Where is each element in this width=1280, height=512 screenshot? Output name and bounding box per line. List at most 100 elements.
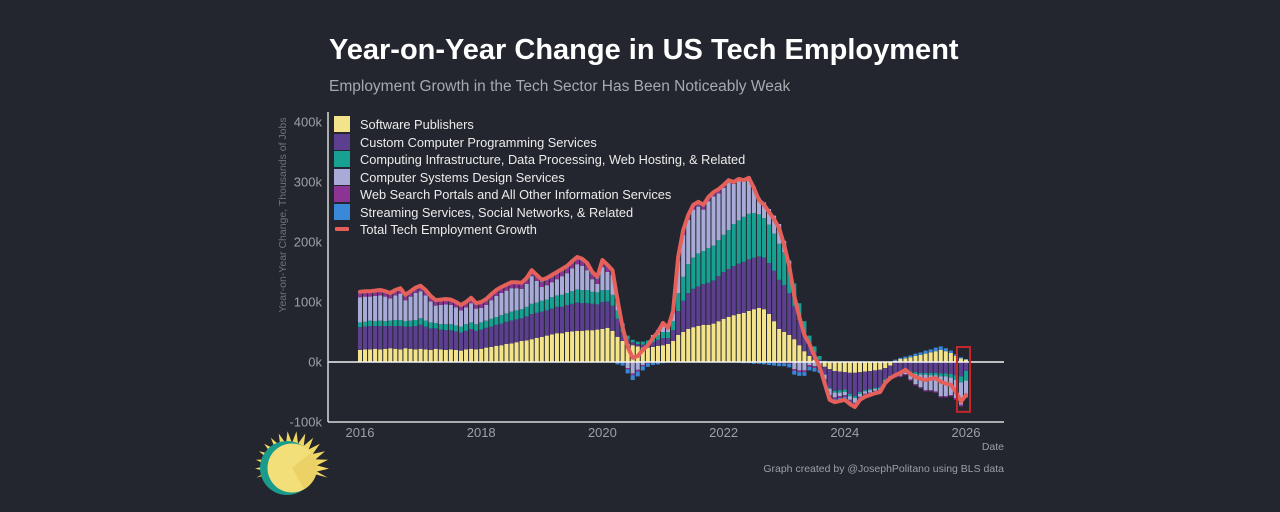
bar-software-publishers-2019-12 [595, 329, 600, 362]
bar-web-search-portals-2023-05 [802, 370, 807, 373]
bar-custom-computer-programming-2017-08 [453, 331, 458, 350]
bar-computing-infrastructure-2021-09 [701, 251, 706, 284]
legend-item-computer-systems-design[interactable]: Computer Systems Design Services [334, 169, 565, 185]
bar-web-search-portals-2021-12 [716, 190, 721, 194]
legend-swatch-web-search-portals [334, 186, 350, 202]
x-axis-label: Date [982, 441, 1004, 453]
legend-item-total-tech-employment-growth[interactable]: Total Tech Employment Growth [335, 222, 537, 237]
bar-computer-systems-design-2022-07 [751, 186, 756, 214]
bar-software-publishers-2019-04 [554, 333, 559, 362]
bar-streaming-social-networks-2025-04 [918, 352, 923, 355]
bar-computer-systems-design-2025-01 [903, 372, 908, 374]
legend-item-streaming-social-networks[interactable]: Streaming Services, Social Networks, & R… [334, 204, 633, 220]
bar-web-search-portals-2017-09 [458, 306, 464, 311]
bar-computer-systems-design-2019-04 [554, 279, 559, 296]
bar-web-search-portals-2017-03 [428, 297, 433, 302]
bar-computing-infrastructure-2026-01 [963, 371, 969, 381]
bar-web-search-portals-2017-05 [438, 301, 443, 305]
bar-custom-computer-programming-2018-01 [479, 329, 484, 349]
bar-custom-computer-programming-2016-07 [388, 326, 393, 349]
bar-software-publishers-2018-03 [489, 347, 494, 362]
bar-computing-infrastructure-2021-04 [676, 293, 681, 311]
x-tick-label: 2022 [709, 425, 738, 440]
bar-web-search-portals-2019-11 [590, 274, 595, 280]
bar-computing-infrastructure-2024-04 [857, 392, 862, 394]
bar-computer-systems-design-2018-10 [524, 284, 529, 307]
bar-custom-computer-programming-2019-06 [565, 305, 570, 332]
legend-item-web-search-portals[interactable]: Web Search Portals and All Other Informa… [334, 186, 671, 202]
bar-software-publishers-2023-09 [822, 362, 827, 367]
bar-computer-systems-design-2020-07 [630, 362, 635, 374]
bar-computing-infrastructure-2019-10 [585, 290, 590, 304]
bar-custom-computer-programming-2021-09 [701, 284, 706, 325]
bar-streaming-social-networks-2023-01 [782, 363, 787, 367]
bar-web-search-portals-2025-04 [918, 387, 923, 389]
bar-streaming-social-networks-2020-08 [635, 371, 640, 377]
bar-computer-systems-design-2019-03 [549, 282, 554, 298]
bar-streaming-social-networks-2020-05 [620, 362, 625, 366]
bar-custom-computer-programming-2022-03 [731, 266, 736, 316]
bar-computing-infrastructure-2017-03 [428, 322, 433, 329]
bar-software-publishers-2024-05 [862, 362, 868, 372]
bar-computing-infrastructure-2022-10 [767, 224, 772, 263]
legend-item-computing-infrastructure[interactable]: Computing Infrastructure, Data Processin… [334, 151, 745, 167]
chart-subtitle: Employment Growth in the Tech Sector Has… [329, 78, 790, 95]
bar-custom-computer-programming-2025-09 [943, 362, 948, 374]
bar-computer-systems-design-2021-02 [666, 328, 671, 332]
bar-software-publishers-2023-03 [792, 339, 797, 362]
bar-software-publishers-2024-04 [857, 362, 862, 373]
bar-custom-computer-programming-2021-05 [681, 300, 686, 332]
bar-computer-systems-design-2024-03 [852, 398, 857, 403]
bar-computer-systems-design-2017-09 [458, 310, 464, 327]
bar-computing-infrastructure-2018-05 [499, 315, 504, 324]
legend-item-custom-computer-programming[interactable]: Custom Computer Programming Services [334, 134, 597, 150]
bar-software-publishers-2017-05 [438, 349, 443, 362]
bar-streaming-social-networks-2025-09 [943, 348, 948, 352]
bar-web-search-portals-2016-09 [398, 290, 403, 294]
bar-software-publishers-2022-06 [746, 311, 751, 362]
bar-computer-systems-design-2025-05 [923, 374, 928, 391]
bar-web-search-portals-2016-06 [383, 293, 388, 297]
bar-streaming-social-networks-2023-07 [812, 368, 817, 372]
bar-custom-computer-programming-2024-05 [862, 371, 868, 391]
bar-software-publishers-2019-02 [544, 335, 549, 362]
bar-custom-computer-programming-2017-04 [433, 328, 438, 349]
bar-custom-computer-programming-2019-05 [559, 306, 565, 334]
bar-web-search-portals-2023-11 [832, 397, 837, 400]
bar-computer-systems-design-2021-05 [681, 234, 686, 277]
bar-web-search-portals-2025-12 [958, 404, 963, 407]
legend-item-software-publishers[interactable]: Software Publishers [334, 116, 474, 132]
chart-title: Year-on-Year Change in US Tech Employmen… [329, 34, 959, 66]
bar-streaming-social-networks-2020-11 [650, 362, 655, 365]
bar-web-search-portals-2025-07 [933, 391, 938, 393]
y-axis-ticks: 400k 300k 200k 100k 0k -100k [289, 115, 322, 430]
bar-web-search-portals-2017-06 [443, 300, 448, 305]
bar-computing-infrastructure-2021-03 [671, 321, 676, 331]
bar-software-publishers-2017-08 [453, 350, 458, 362]
bar-computing-infrastructure-2016-02 [363, 321, 368, 327]
bar-computing-infrastructure-2017-11 [469, 322, 474, 329]
bar-computing-infrastructure-2019-05 [559, 294, 565, 307]
bar-computing-infrastructure-2020-08 [635, 341, 640, 344]
bar-software-publishers-2017-09 [458, 350, 464, 362]
bar-computing-infrastructure-2020-09 [640, 341, 645, 345]
bar-computer-systems-design-2019-08 [575, 264, 580, 290]
bar-custom-computer-programming-2018-08 [514, 319, 519, 343]
bar-custom-computer-programming-2024-02 [847, 372, 852, 394]
legend: Software Publishers Custom Computer Prog… [334, 116, 745, 237]
bar-computing-infrastructure-2019-09 [580, 290, 585, 304]
bar-software-publishers-2018-12 [534, 338, 539, 362]
bar-software-publishers-2021-01 [660, 345, 666, 362]
bar-custom-computer-programming-2017-03 [428, 328, 433, 350]
x-tick-label: 2024 [830, 425, 859, 440]
legend-swatch-computer-systems-design [334, 169, 350, 185]
bar-computer-systems-design-2018-08 [514, 288, 519, 311]
bar-software-publishers-2022-12 [777, 329, 782, 362]
bar-custom-computer-programming-2022-09 [761, 257, 767, 310]
bar-computer-systems-design-2021-08 [696, 206, 701, 254]
bar-web-search-portals-2016-03 [368, 293, 373, 297]
bar-streaming-social-networks-2024-12 [898, 357, 903, 359]
bar-custom-computer-programming-2022-04 [736, 263, 741, 314]
bar-software-publishers-2018-11 [529, 339, 534, 362]
bar-computer-systems-design-2022-05 [741, 180, 746, 217]
